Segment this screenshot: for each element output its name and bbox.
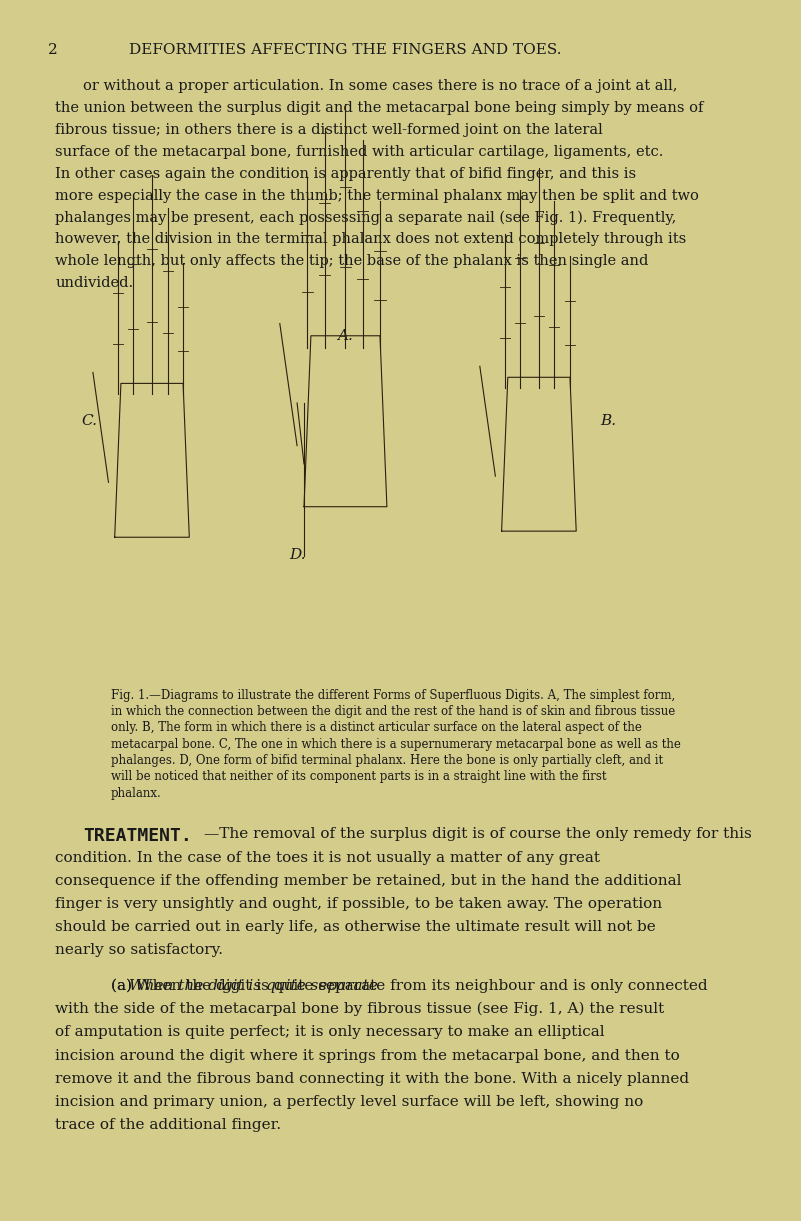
Text: with the side of the metacarpal bone by fibrous tissue (see Fig. 1, A) the resul: with the side of the metacarpal bone by … — [55, 1002, 665, 1016]
Text: finger is very unsightly and ought, if possible, to be taken away. The operation: finger is very unsightly and ought, if p… — [55, 897, 662, 911]
Text: of amputation is quite perfect; it is only necessary to make an elliptical: of amputation is quite perfect; it is on… — [55, 1026, 605, 1039]
Text: condition. In the case of the toes it is not usually a matter of any great: condition. In the case of the toes it is… — [55, 851, 600, 864]
Text: DEFORMITIES AFFECTING THE FINGERS AND TOES.: DEFORMITIES AFFECTING THE FINGERS AND TO… — [129, 43, 562, 56]
Text: metacarpal bone. C, The one in which there is a supernumerary metacarpal bone as: metacarpal bone. C, The one in which the… — [111, 737, 680, 751]
Bar — [55, 316, 656, 683]
Text: the union between the surplus digit and the metacarpal bone being simply by mean: the union between the surplus digit and … — [55, 101, 703, 115]
Text: more especially the case in the thumb; the terminal phalanx may then be split an: more especially the case in the thumb; t… — [55, 189, 699, 203]
Text: incision and primary union, a perfectly level surface will be left, showing no: incision and primary union, a perfectly … — [55, 1095, 643, 1109]
Text: however, the division in the terminal phalanx does not extend completely through: however, the division in the terminal ph… — [55, 232, 686, 247]
Text: (a) When the digit is quite separate from its neighbour and is only connected: (a) When the digit is quite separate fro… — [111, 979, 707, 993]
Text: phalanges. D, One form of bifid terminal phalanx. Here the bone is only partiall: phalanges. D, One form of bifid terminal… — [111, 755, 662, 767]
Text: D.: D. — [289, 548, 305, 563]
Text: phalanx.: phalanx. — [111, 786, 161, 800]
Text: undivided.: undivided. — [55, 276, 134, 291]
Text: incision around the digit where it springs from the metacarpal bone, and then to: incision around the digit where it sprin… — [55, 1049, 680, 1062]
Text: phalanges may be present, each possessing a separate nail (see Fig. 1). Frequent: phalanges may be present, each possessin… — [55, 210, 677, 225]
Text: in which the connection between the digit and the rest of the hand is of skin an: in which the connection between the digi… — [111, 705, 674, 718]
Text: 2: 2 — [48, 43, 58, 56]
Text: or without a proper articulation. In some cases there is no trace of a joint at : or without a proper articulation. In som… — [83, 79, 678, 93]
Text: consequence if the offending member be retained, but in the hand the additional: consequence if the offending member be r… — [55, 874, 682, 888]
Text: whole length, but only affects the tip; the base of the phalanx is then single a: whole length, but only affects the tip; … — [55, 254, 649, 269]
Text: TREATMENT.: TREATMENT. — [83, 828, 191, 845]
Text: Fig. 1.—Diagrams to illustrate the different Forms of Superfluous Digits. A, The: Fig. 1.—Diagrams to illustrate the diffe… — [111, 689, 674, 702]
Text: B.: B. — [600, 414, 616, 429]
Text: only. B, The form in which there is a distinct articular surface on the lateral : only. B, The form in which there is a di… — [111, 722, 642, 734]
Text: C.: C. — [82, 414, 98, 429]
Text: remove it and the fibrous band connecting it with the bone. With a nicely planne: remove it and the fibrous band connectin… — [55, 1072, 690, 1085]
Text: trace of the additional finger.: trace of the additional finger. — [55, 1118, 281, 1132]
Text: —The removal of the surplus digit is of course the only remedy for this: —The removal of the surplus digit is of … — [203, 828, 751, 841]
Text: In other cases again the condition is apparently that of bifid finger, and this : In other cases again the condition is ap… — [55, 167, 637, 181]
Text: When the digit is quite separate: When the digit is quite separate — [129, 979, 378, 993]
Text: should be carried out in early life, as otherwise the ultimate result will not b: should be carried out in early life, as … — [55, 921, 656, 934]
Text: A.: A. — [337, 328, 353, 343]
Text: will be noticed that neither of its component parts is in a straight line with t: will be noticed that neither of its comp… — [111, 770, 606, 784]
Text: surface of the metacarpal bone, furnished with articular cartilage, ligaments, e: surface of the metacarpal bone, furnishe… — [55, 145, 664, 159]
Text: nearly so satisfactory.: nearly so satisfactory. — [55, 944, 223, 957]
Text: fibrous tissue; in others there is a distinct well-formed joint on the lateral: fibrous tissue; in others there is a dis… — [55, 123, 603, 137]
Text: (a): (a) — [111, 979, 136, 993]
